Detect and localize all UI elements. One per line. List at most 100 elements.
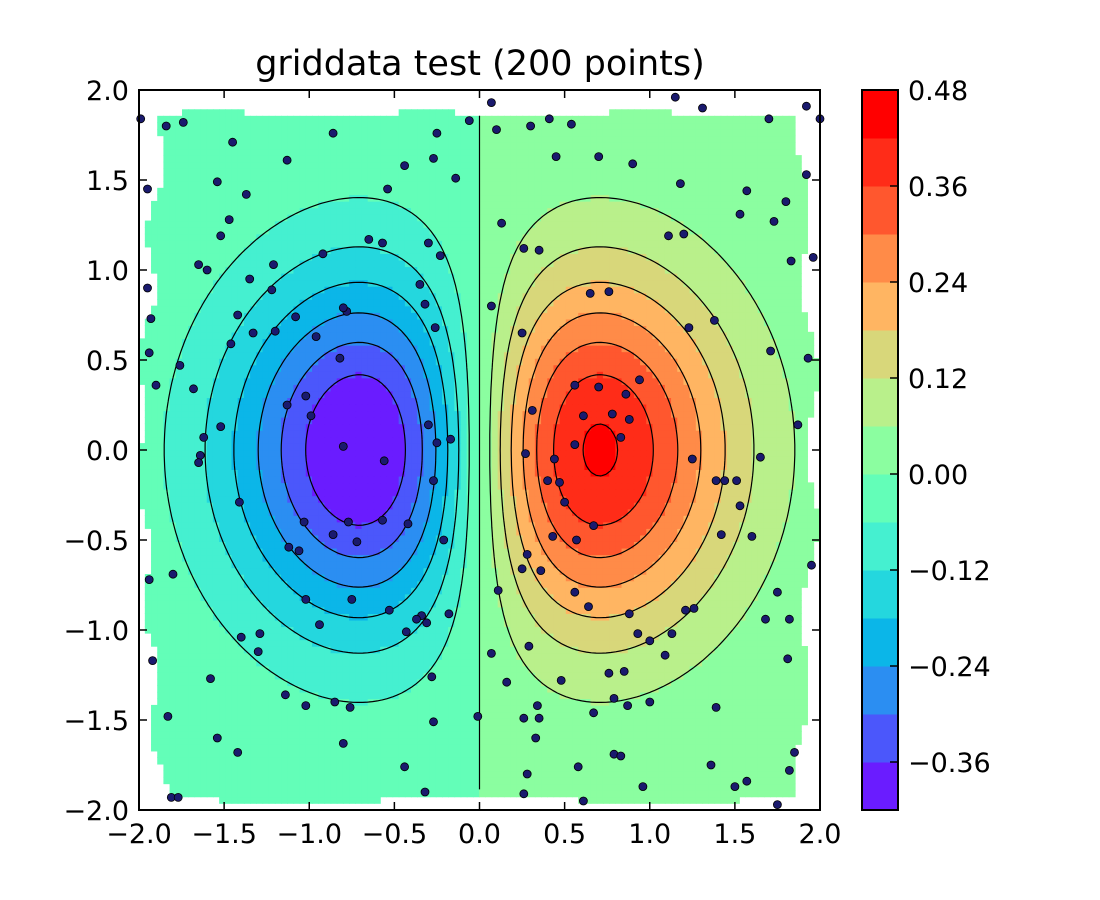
contour-cell [479,534,487,542]
contour-cell [652,652,660,660]
contour-cell [677,521,685,529]
contour-cell [763,698,771,706]
contour-cell [534,554,542,562]
contour-cell [640,560,647,569]
contour-cell [219,698,227,706]
contour-cell [627,724,635,732]
contour-cell [231,685,239,693]
contour-cell [739,554,747,562]
contour-cell [417,541,425,549]
contour-cell [732,567,740,575]
contour-cell [596,665,604,673]
contour-cell [380,639,387,647]
contour-cell [714,547,722,556]
contour-cell [349,731,357,739]
contour-cell [763,724,771,732]
contour-cell [442,528,449,536]
contour-cell [695,541,703,549]
contour-cell [324,790,332,798]
contour-cell [671,757,678,765]
contour-cell [609,632,617,641]
contour-cell [157,665,165,673]
contour-cell [522,534,530,542]
contour-cell [256,737,264,745]
contour-cell [355,691,363,700]
contour-cell [547,744,555,752]
contour-cell [163,567,171,575]
contour-cell [658,626,666,634]
contour-cell [454,626,462,634]
contour-cell [541,698,548,706]
contour-cell [429,560,437,569]
contour-cell [708,502,716,510]
contour-cell [299,757,307,765]
contour-cell [578,672,586,680]
contour-cell [250,528,257,536]
contour-cell [243,659,251,667]
contour-cell [497,678,505,686]
contour-cell [454,508,462,516]
contour-cell [442,646,449,654]
contour-cell [342,508,350,516]
contour-cell [534,770,542,778]
contour-cell [318,776,326,785]
contour-cell [596,495,604,503]
contour-cell [547,574,555,582]
contour-cell [652,574,660,582]
contour-cell [262,691,270,700]
contour-cell [565,600,573,608]
contour-cell [572,737,579,745]
contour-cell [442,574,449,582]
contour-cell [256,750,264,758]
contour-cell [732,534,740,542]
contour-cell [609,593,617,601]
contour-cell [572,541,579,549]
contour-cell [584,790,592,798]
contour-cell [534,659,542,667]
contour-cell [287,678,295,686]
contour-cell [194,580,202,588]
contour-cell [516,718,524,726]
contour-cell [435,718,443,726]
contour-cell [219,502,227,510]
contour-cell [782,711,790,719]
contour-cell [596,528,604,536]
contour-cell [547,521,555,529]
contour-cell [386,560,394,569]
contour-cell [423,711,431,719]
contour-cell [200,567,208,575]
contour-cell [683,534,691,542]
contour-cell [460,593,468,601]
contour-cell [417,560,425,569]
contour-cell [553,574,561,582]
contour-cell [448,776,456,785]
contour-cell [305,646,313,654]
contour-cell [231,646,239,654]
contour-cell [510,698,517,706]
contour-cell [695,737,703,745]
contour-cell [250,744,257,752]
contour-cell [361,600,369,608]
contour-cell [454,619,462,628]
contour-cell [541,534,548,542]
contour-cell [472,659,480,667]
contour-cell [206,560,214,569]
contour-cell [584,646,592,654]
contour-cell [460,685,468,693]
contour-cell [349,547,357,556]
contour-cell [658,541,666,549]
contour-cell [708,744,716,752]
contour-cell [411,606,418,614]
contour-cell [732,646,740,654]
contour-cell [163,776,171,785]
contour-cell [788,757,796,765]
contour-cell [671,606,678,614]
contour-cell [281,665,288,673]
contour-cell [751,783,759,791]
contour-cell [602,724,610,732]
contour-cell [584,521,592,529]
contour-cell [373,488,381,497]
contour-cell [671,580,678,588]
contour-cell [423,587,431,595]
contour-cell [194,646,202,654]
